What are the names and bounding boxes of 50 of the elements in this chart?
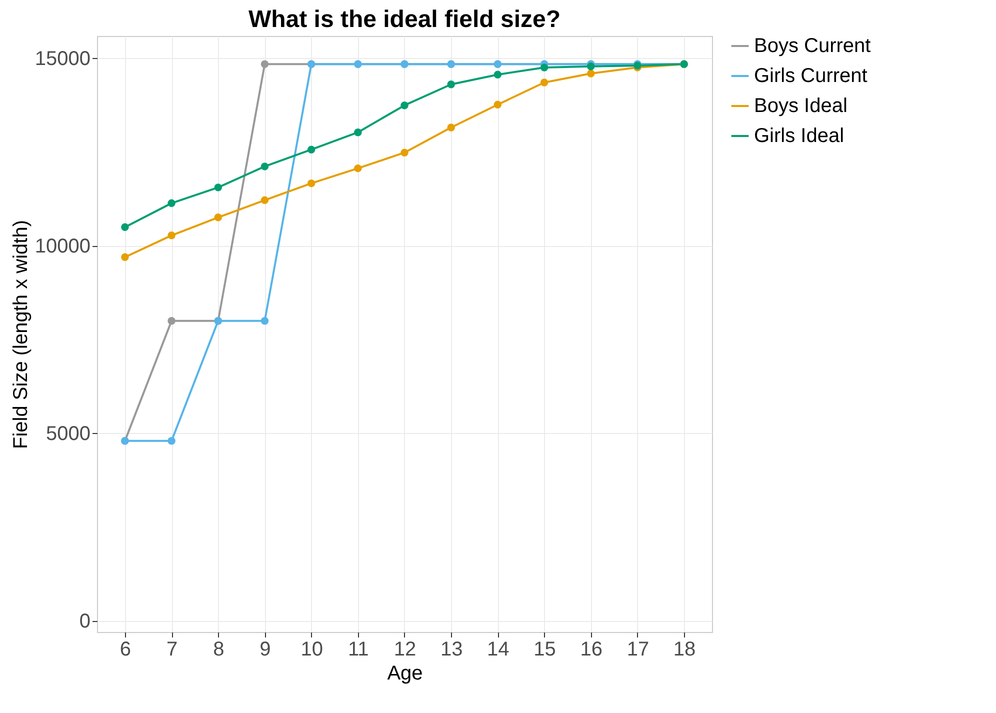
point [214,214,222,222]
point [354,164,362,172]
point [168,317,176,325]
x-tick-label: 10 [300,638,323,660]
x-tick-label: 11 [348,638,369,660]
chart-title: What is the ideal field size? [248,6,561,33]
point [260,317,269,325]
x-tick-label: 9 [260,638,271,660]
x-axis-title: Age [387,662,423,684]
point [214,184,222,192]
point [168,436,176,445]
x-tick-label: 14 [487,638,510,660]
point [354,128,362,136]
x-tick-label: 18 [673,638,696,660]
point [260,196,269,204]
point [494,70,502,78]
y-tick-label: 0 [79,610,90,632]
y-tick-label: 10000 [34,235,90,258]
point [494,100,502,108]
x-tick-label: 16 [580,638,602,660]
point [586,62,595,70]
x-tick-label: 13 [440,638,463,660]
y-tick-label: 5000 [46,422,90,445]
point [540,78,548,86]
legend-label: Boys Current [754,35,872,57]
y-tick-label: 15000 [34,48,90,70]
point [447,80,455,88]
point [307,146,316,154]
point [260,162,269,170]
legend-label: Girls Ideal [754,125,844,147]
point [168,199,176,208]
point [260,60,269,68]
x-tick-label: 17 [626,638,650,660]
y-axis-title: Field Size (length x width) [10,220,32,449]
point [540,64,548,72]
x-tick-label: 6 [120,638,132,660]
x-tick-label: 8 [213,638,224,660]
point [121,223,129,232]
legend-label: Girls Current [754,65,868,87]
x-tick-label: 12 [394,638,416,660]
x-tick-label: 15 [534,638,556,660]
legend-label: Boys Ideal [754,95,848,117]
point [586,70,595,78]
point [168,232,176,240]
point [121,253,129,262]
point [400,148,408,156]
x-tick-label: 7 [166,638,178,660]
point [447,124,455,132]
point [400,101,408,110]
point [307,179,316,188]
